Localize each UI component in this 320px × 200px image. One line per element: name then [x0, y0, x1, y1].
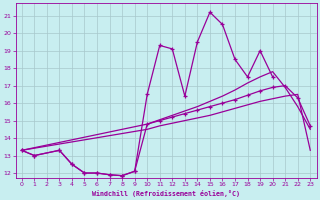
X-axis label: Windchill (Refroidissement éolien,°C): Windchill (Refroidissement éolien,°C): [92, 190, 240, 197]
